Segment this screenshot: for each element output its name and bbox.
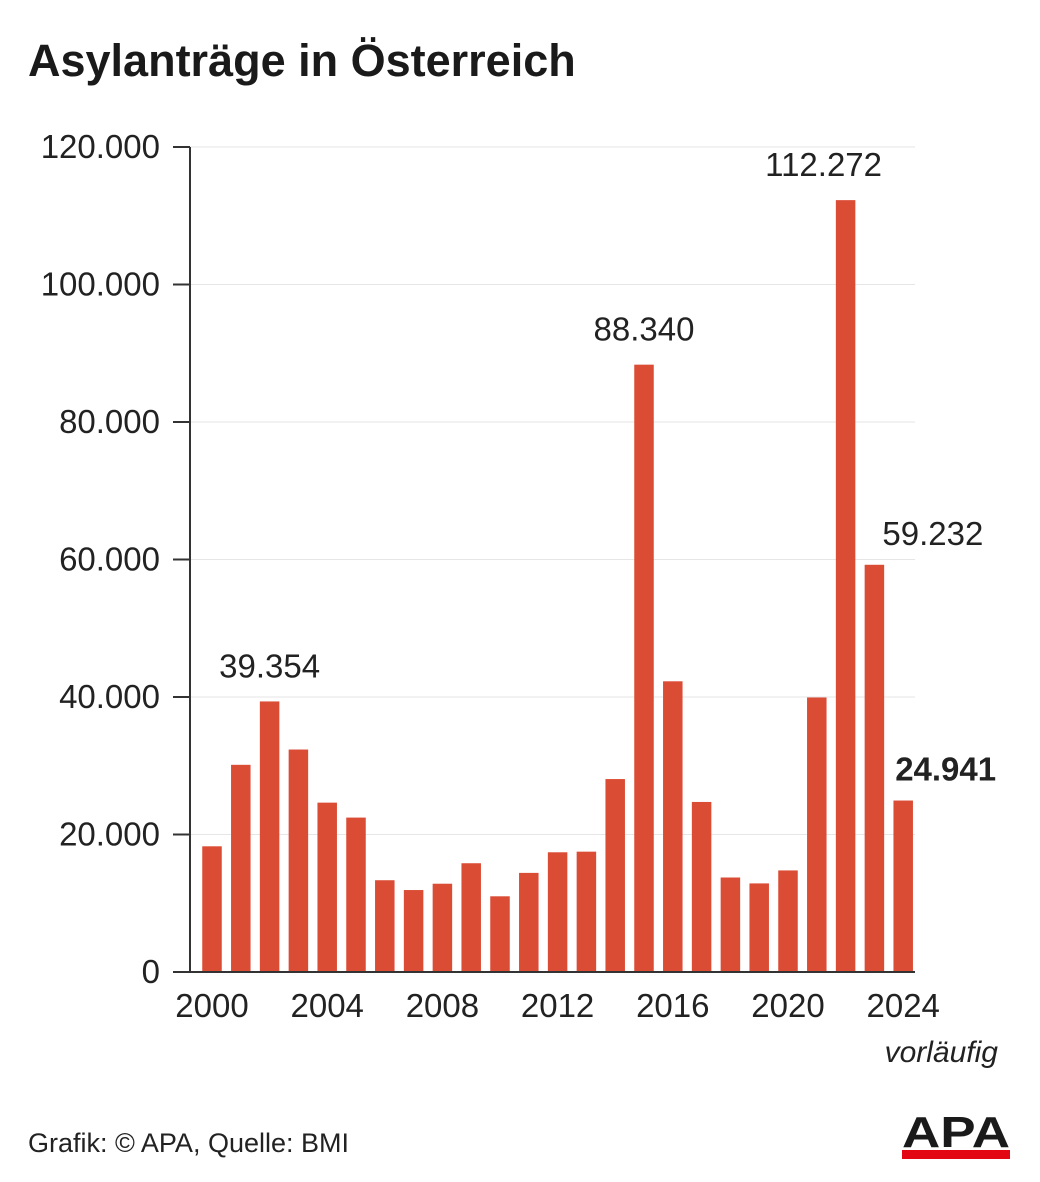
bar-2019 bbox=[749, 883, 769, 972]
bar-2011 bbox=[519, 872, 539, 972]
bar-2000 bbox=[202, 846, 222, 972]
bar-2001 bbox=[231, 764, 251, 972]
bar-2012 bbox=[547, 852, 568, 972]
bar-2016 bbox=[663, 681, 683, 972]
bar-2003 bbox=[288, 749, 309, 972]
bar-2024 bbox=[893, 800, 913, 972]
bar-2018 bbox=[720, 877, 741, 972]
x-tick-label: 2020 bbox=[751, 987, 824, 1024]
chart-title: Asylanträge in Österreich bbox=[28, 35, 576, 86]
gridlines bbox=[190, 146, 915, 835]
data-label: 112.272 bbox=[765, 146, 882, 183]
x-tick-label: 2016 bbox=[636, 987, 709, 1024]
bar-2023 bbox=[864, 564, 885, 972]
x-tick-label: 2004 bbox=[290, 987, 363, 1024]
data-label: 59.232 bbox=[882, 515, 983, 552]
bar-2017 bbox=[691, 801, 712, 972]
bar-2022 bbox=[835, 200, 856, 972]
source-credit: Grafik: © APA, Quelle: BMI bbox=[28, 1128, 349, 1158]
data-labels: 39.354 88.340 112.272 59.232 24.941 vorläufig bbox=[219, 146, 998, 1069]
logo-underline bbox=[902, 1150, 1010, 1159]
x-tick-label: 2012 bbox=[521, 987, 594, 1024]
y-tick-label: 20.000 bbox=[59, 816, 160, 853]
bar-2013 bbox=[576, 851, 597, 972]
y-tick-label: 120.000 bbox=[41, 128, 160, 165]
data-label: 88.340 bbox=[594, 311, 695, 348]
bar-2021 bbox=[807, 697, 827, 972]
y-tick-label: 80.000 bbox=[59, 403, 160, 440]
x-tick-label: 2024 bbox=[866, 987, 939, 1024]
data-label: 24.941 bbox=[895, 751, 996, 788]
bar-2010 bbox=[490, 896, 510, 972]
bar-2014 bbox=[605, 779, 625, 972]
bar-2005 bbox=[346, 817, 366, 972]
bar-2002 bbox=[259, 701, 280, 972]
y-tick-label: 40.000 bbox=[59, 678, 160, 715]
bar-2009 bbox=[461, 863, 481, 972]
annotation-label: vorläufig bbox=[885, 1036, 999, 1069]
y-tick-label: 0 bbox=[142, 953, 160, 990]
bar-2020 bbox=[778, 870, 798, 972]
apa-logo: APA bbox=[902, 1112, 1010, 1159]
bar-2008 bbox=[432, 883, 453, 972]
x-tick-label: 2008 bbox=[406, 987, 479, 1024]
bars bbox=[202, 200, 913, 973]
bar-2007 bbox=[403, 890, 424, 972]
y-tick-label: 100.000 bbox=[41, 266, 160, 303]
y-tick-label: 60.000 bbox=[59, 541, 160, 578]
data-label: 39.354 bbox=[219, 647, 320, 684]
logo-text: APA bbox=[902, 1112, 1010, 1157]
x-tick-label: 2000 bbox=[175, 987, 248, 1024]
bar-2015 bbox=[634, 364, 654, 973]
axes: 0 20.000 40.000 60.000 80.000 100.000 120.000 2… bbox=[41, 128, 940, 1024]
bar-2004 bbox=[317, 802, 337, 972]
bar-2006 bbox=[375, 880, 395, 972]
